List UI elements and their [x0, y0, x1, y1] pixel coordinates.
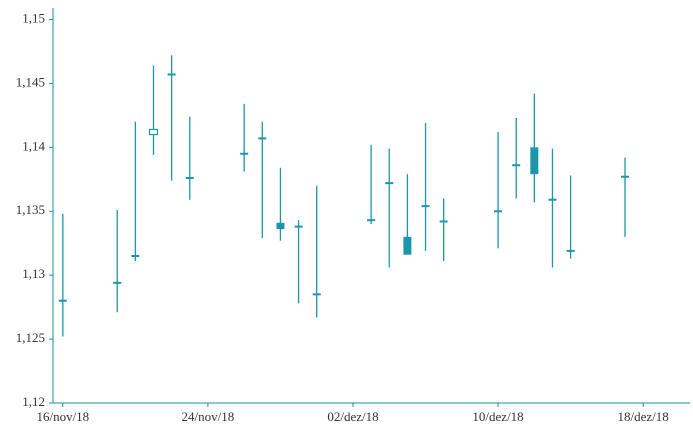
candle-body	[113, 281, 122, 284]
candle-body	[548, 198, 557, 201]
candle-body	[276, 222, 285, 230]
candle-body	[148, 128, 159, 136]
x-tick-label: 02/dez/18	[327, 409, 378, 424]
candle-body	[167, 73, 176, 76]
candle-body	[512, 164, 521, 167]
y-tick-label: 1,135	[16, 202, 45, 217]
candle-body	[530, 147, 539, 175]
y-tick-label: 1,125	[16, 330, 45, 345]
y-tick-label: 1,12	[22, 394, 45, 409]
candle-body	[494, 210, 503, 213]
candle-body	[312, 293, 321, 296]
y-tick-label: 1,145	[16, 74, 45, 89]
y-tick-label: 1,14	[22, 138, 45, 153]
x-tick-label: 16/nov/18	[36, 409, 89, 424]
candle-body	[421, 205, 430, 208]
candle-body	[294, 225, 303, 228]
candle-body	[131, 254, 140, 257]
candle-body	[258, 137, 267, 140]
candle-body	[403, 236, 412, 255]
candle-body	[566, 249, 575, 252]
y-tick-label: 1,13	[22, 266, 45, 281]
x-tick-label: 24/nov/18	[182, 409, 235, 424]
candle-body	[185, 177, 194, 180]
x-tick-label: 10/dez/18	[472, 409, 523, 424]
candle-body	[439, 220, 448, 223]
candle-body	[385, 182, 394, 185]
x-tick-label: 18/dez/18	[618, 409, 669, 424]
y-tick-label: 1,15	[22, 10, 45, 25]
candle-body	[367, 219, 376, 222]
candle-body	[58, 299, 67, 302]
candle-body	[240, 152, 249, 155]
candle-body	[621, 175, 630, 178]
